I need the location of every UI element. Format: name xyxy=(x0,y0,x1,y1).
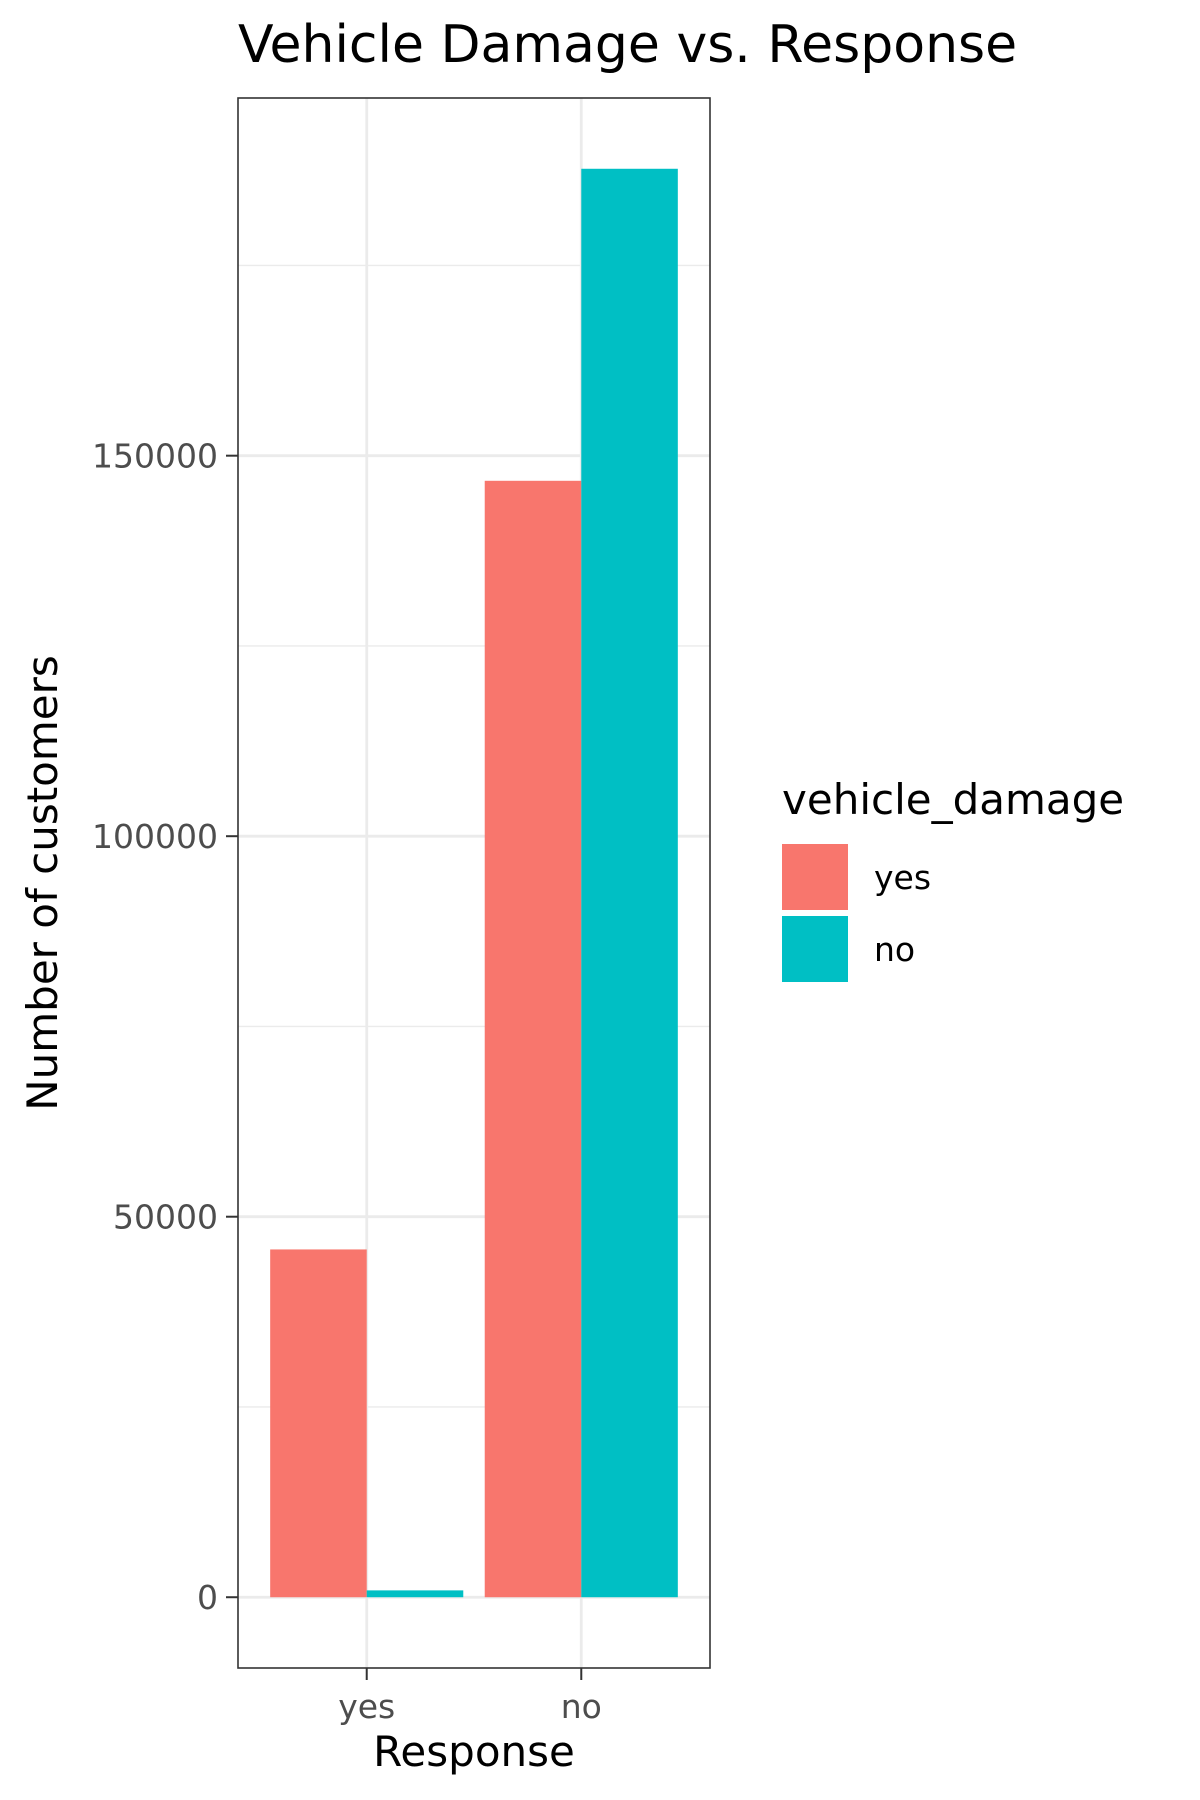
y-axis: 0 50000 100000 150000 xyxy=(92,437,238,1617)
legend-label-yes: yes xyxy=(874,858,931,897)
y-tick-label: 50000 xyxy=(113,1198,218,1237)
y-tick-label: 100000 xyxy=(92,817,218,856)
y-axis-title: Number of customers xyxy=(18,655,67,1111)
bar-no-yes xyxy=(484,480,582,1598)
x-axis: yes no xyxy=(338,1668,602,1726)
legend-key-no xyxy=(782,916,848,982)
x-axis-title: Response xyxy=(373,1727,575,1776)
bars xyxy=(270,168,678,1598)
y-tick-label: 0 xyxy=(197,1578,218,1617)
chart-title: Vehicle Damage vs. Response xyxy=(238,15,1017,75)
x-tick-label: no xyxy=(561,1687,602,1726)
legend-key-yes xyxy=(782,844,848,910)
plot-border xyxy=(237,97,711,1669)
legend-label-no: no xyxy=(874,930,915,969)
legend-title: vehicle_damage xyxy=(782,775,1124,824)
bar-yes-no xyxy=(366,1590,464,1598)
bar-yes-yes xyxy=(270,1249,367,1598)
plot-panel xyxy=(237,97,711,1669)
legend: vehicle_damage yes no xyxy=(782,775,1124,982)
x-tick-label: yes xyxy=(338,1687,395,1726)
y-tick-label: 150000 xyxy=(92,437,218,476)
bar-no-no xyxy=(581,168,678,1598)
